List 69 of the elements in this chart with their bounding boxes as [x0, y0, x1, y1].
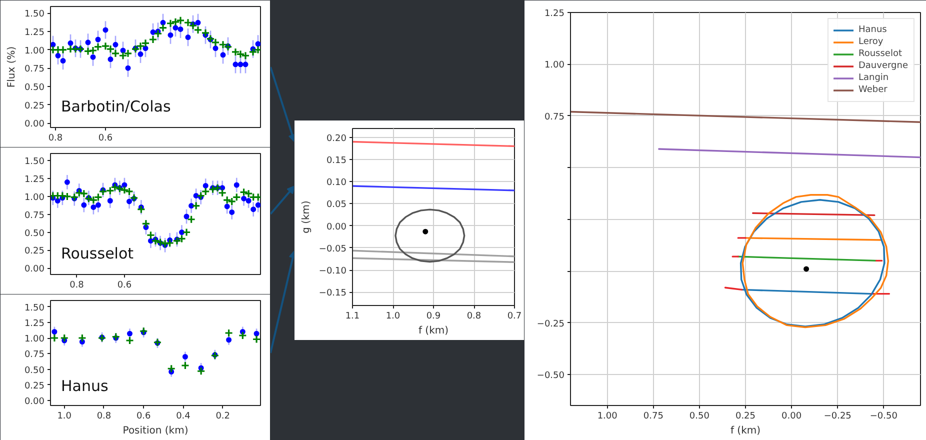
- y-tick-label: 0.25: [24, 381, 45, 392]
- x-tick-label: 1.00: [597, 412, 618, 422]
- y-tick-label: 0.20: [326, 134, 347, 144]
- y-axis-title: Flux (%): [6, 46, 18, 88]
- x-tick-label: 0.2: [216, 412, 230, 422]
- y-tick-label: 0.10: [326, 178, 347, 188]
- text: Rousselot: [61, 244, 134, 262]
- x-tick-label: 0.75: [643, 412, 664, 422]
- y-tick-label: 0.50: [24, 228, 45, 239]
- y-tick-label: 1.25: [544, 9, 565, 19]
- x-tick-label: 0.6: [98, 134, 113, 144]
- y-tick-label: 0.75: [24, 350, 45, 360]
- legend-label: Langin: [858, 72, 889, 84]
- y-tick-label: 0.00: [24, 120, 45, 130]
- y-tick-label: 0.25: [24, 246, 45, 257]
- y-tick-label: −0.50: [536, 370, 565, 381]
- x-tick-label: −0.25: [824, 412, 852, 422]
- text: Hanus: [61, 377, 108, 395]
- y-tick-label: −0.05: [318, 244, 347, 254]
- y-tick-label: 0.50: [24, 82, 45, 93]
- x-axis-title: f (km): [418, 326, 449, 336]
- y-tick-label: 0.00: [326, 222, 347, 232]
- x-tick-label: 0.25: [735, 412, 756, 422]
- x-tick-label: 0.50: [689, 412, 710, 422]
- y-tick-label: 0.75: [24, 64, 45, 75]
- y-tick-label: 1.50: [24, 157, 45, 168]
- legend-label: Weber: [858, 84, 888, 96]
- y-tick-label: 1.50: [24, 303, 45, 314]
- x-tick-label: 0.7: [507, 312, 522, 322]
- x-tick-label: 1.0: [57, 412, 72, 422]
- x-tick-label: 0.6: [136, 412, 152, 422]
- x-tick-label: 1.0: [386, 312, 400, 322]
- legend-label: Leroy: [858, 36, 884, 48]
- y-tick-label: 1.00: [24, 46, 45, 56]
- x-axis-title: f (km): [730, 426, 761, 436]
- y-tick-label: 0.00: [24, 264, 45, 275]
- x-tick-label: 0.00: [782, 412, 802, 422]
- y-tick-label: 1.25: [24, 175, 45, 186]
- y-tick-label: 1.25: [24, 28, 45, 38]
- y-tick-label: 1.00: [24, 192, 45, 203]
- x-tick-label: −0.50: [870, 412, 898, 422]
- y-tick-label: −0.10: [318, 266, 347, 277]
- text: Barbotin/Colas: [61, 97, 171, 116]
- y-tick-label: 1.00: [24, 334, 45, 344]
- y-tick-label: 0.15: [326, 156, 347, 166]
- legend-label: Rousselot: [858, 48, 902, 60]
- x-tick-label: 0.4: [176, 412, 191, 422]
- y-tick-label: 1.25: [24, 318, 45, 329]
- y-tick-label: 0.05: [326, 200, 347, 210]
- y-tick-label: 1.50: [24, 10, 45, 20]
- y-tick-label: 0.75: [544, 112, 565, 122]
- y-tick-label: −0.25: [536, 319, 565, 330]
- x-tick-label: 0.8: [70, 280, 84, 290]
- y-tick-label: 0.75: [24, 210, 45, 221]
- x-tick-label: 0.8: [466, 312, 482, 322]
- x-tick-label: 0.6: [117, 280, 132, 290]
- x-tick-label: 1.1: [345, 312, 360, 322]
- y-tick-label: 0.00: [24, 397, 45, 407]
- x-tick-label: 0.8: [96, 412, 112, 422]
- x-tick-label: 0.8: [48, 134, 63, 144]
- x-axis-title: Position (km): [122, 426, 188, 436]
- legend-label: Hanus: [858, 24, 887, 36]
- y-tick-label: −0.15: [318, 288, 347, 299]
- legend-label: Dauvergne: [858, 60, 908, 72]
- y-tick-label: 1.00: [544, 60, 565, 71]
- y-axis-title: g (km): [300, 200, 312, 234]
- y-tick-label: 0.25: [24, 101, 45, 112]
- y-tick-label: 0.50: [24, 366, 45, 376]
- x-tick-label: 0.9: [426, 312, 441, 322]
